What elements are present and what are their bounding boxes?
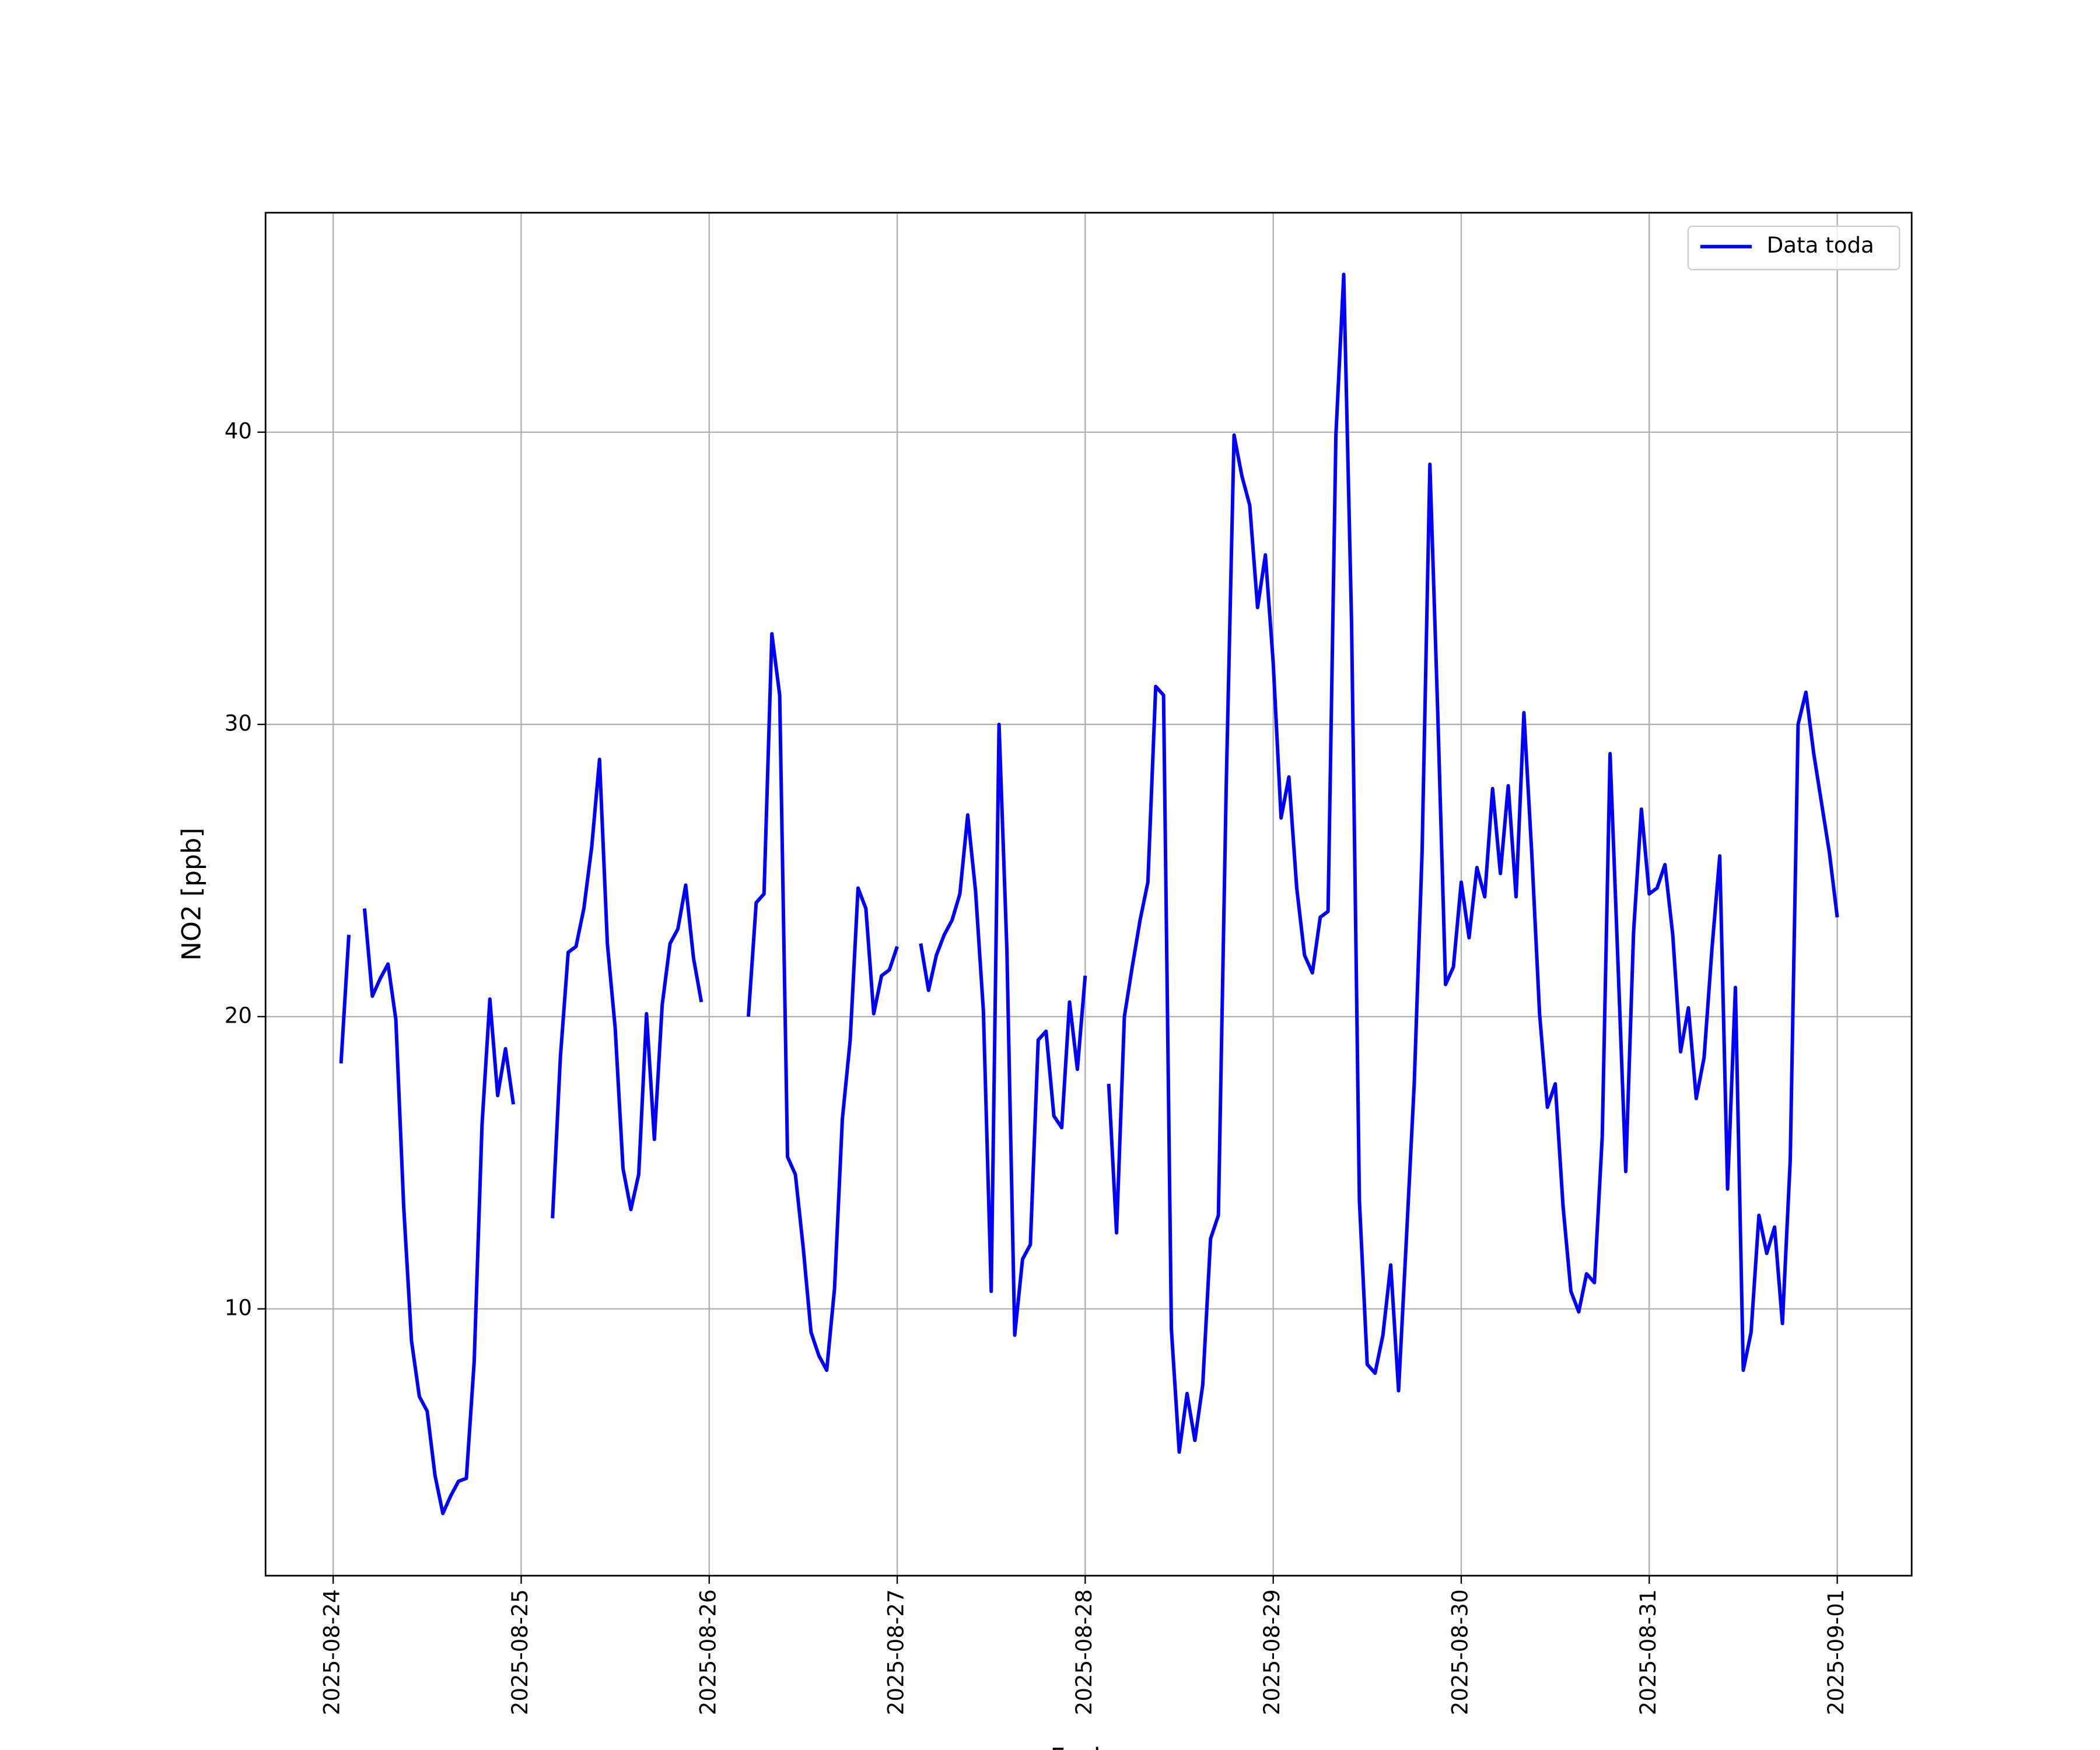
legend: Data toda	[1687, 225, 1901, 271]
y-tick-label: 40	[225, 418, 252, 443]
x-tick-label: 2025-08-30	[1447, 1589, 1472, 1715]
x-tick-label: 2025-09-01	[1824, 1589, 1849, 1715]
y-tick-label: 20	[225, 1003, 252, 1028]
x-tick-label: 2025-08-24	[320, 1589, 345, 1715]
y-tick-label: 10	[225, 1295, 252, 1320]
grid	[265, 212, 1912, 1576]
x-axis-label: Fecha	[1050, 1744, 1125, 1750]
ticks: 2025-08-24 2025-08-25 2025-08-26 2025-08-27…	[225, 418, 1849, 1715]
x-tick-label: 2025-08-29	[1259, 1589, 1284, 1715]
y-axis-label: NO2 [ppb]	[177, 828, 207, 961]
x-tick-label: 2025-08-25	[508, 1589, 533, 1715]
x-tick-label: 2025-08-26	[695, 1589, 720, 1715]
data-line	[339, 272, 1839, 1516]
x-tick-label: 2025-08-28	[1072, 1589, 1097, 1715]
legend-box	[1687, 225, 1901, 271]
plot-lines	[339, 272, 1839, 1516]
x-tick-label: 2025-08-27	[884, 1589, 909, 1715]
y-tick-label: 30	[225, 710, 252, 736]
x-tick-label: 2025-08-31	[1636, 1589, 1661, 1715]
legend-label: Data toda	[1767, 233, 1874, 258]
plot-frame	[264, 212, 1913, 1577]
